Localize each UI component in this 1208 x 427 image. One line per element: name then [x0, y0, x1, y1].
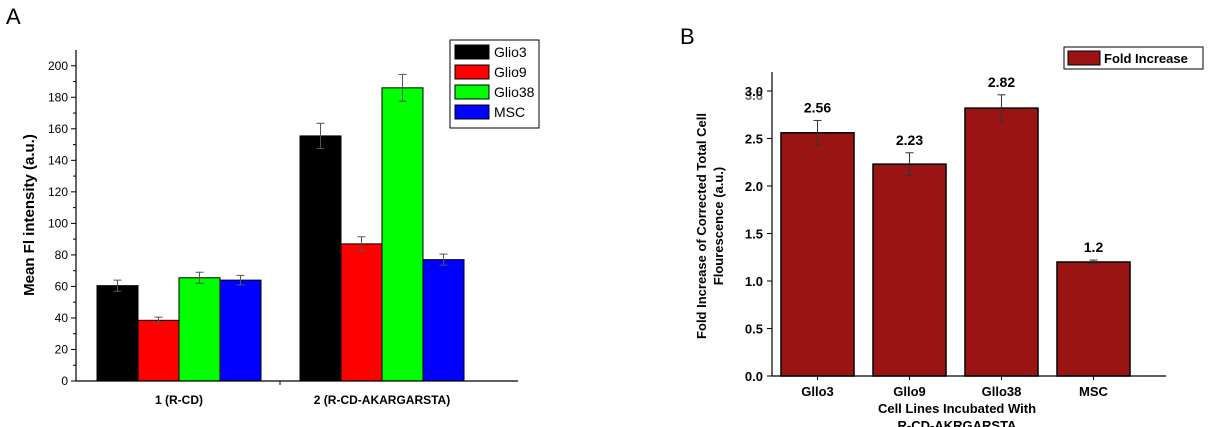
y-tick-label-2-0: 2.0	[745, 179, 763, 194]
bar-msc-1	[219, 279, 262, 382]
legend-label-msc: MSC	[494, 104, 525, 120]
chart-b-overlay-tick-label: 3.6	[745, 88, 763, 103]
y-tick-label-200: 200	[48, 59, 68, 73]
chart-a-y-axis-label: Mean Fl intensity (a.u.)	[21, 134, 38, 296]
data-label-msc: 1.2	[1084, 239, 1104, 255]
error-bar-glio38-1	[195, 271, 204, 284]
chart-b-x-ticks: Gllo3 Gllo9 Gllo38 MSC	[801, 376, 1109, 399]
chart-a-legend: Glio3 Glio9 Glio38 MSC	[449, 39, 540, 129]
x-tick-label-gllo38: Gllo38	[982, 384, 1022, 399]
bar-glio9-1	[137, 319, 180, 382]
x-tick-label-msc: MSC	[1079, 384, 1109, 399]
chart-b-y-axis-label-line2: Flourescence (a.u.)	[711, 167, 726, 285]
legend-label-glio3: Glio3	[494, 44, 527, 60]
y-tick-label-140: 140	[48, 153, 68, 167]
chart-b-y-ticks: 0.0 0.5 1.0 1.5 2.0 2.5 3.0	[745, 84, 772, 384]
chart-b-data-labels: 2.56 2.23 2.82 1.2	[804, 74, 1104, 255]
chart-b-x-axis-label-line2: R-CD-AKRGARSTA	[898, 418, 1018, 427]
legend-swatch-glio9	[454, 64, 490, 80]
error-bar-glio9-2	[357, 236, 366, 252]
legend-swatch-fold-increase	[1067, 50, 1101, 66]
y-tick-label-100: 100	[48, 216, 68, 230]
legend-swatch-glio38	[454, 84, 490, 100]
x-tick-label-gllo9: Gllo9	[893, 384, 926, 399]
bar-gllo3	[780, 132, 855, 377]
error-bar-msc	[1089, 259, 1098, 265]
y-tick-label-2-5: 2.5	[745, 132, 763, 147]
error-bar-glio3-2	[316, 122, 325, 150]
y-tick-label-1-5: 1.5	[745, 227, 763, 242]
chart-b-bars	[780, 107, 1131, 377]
chart-a-bars	[96, 87, 465, 382]
x-tick-label-2: 2 (R-CD-AKARGARSTA)	[314, 393, 450, 407]
chart-a-y-ticks: 0 20 40 60 80 100 120 140 160 180 200	[48, 59, 76, 388]
legend-swatch-glio3	[454, 44, 490, 60]
error-bar-gllo38	[997, 94, 1006, 122]
legend-label-glio9: Glio9	[494, 64, 527, 80]
y-tick-label-80: 80	[55, 248, 69, 262]
panel-b-label: B	[680, 24, 695, 49]
chart-a-error-bars	[113, 73, 448, 324]
chart-a: 0 20 40 60 80 100 120 140 160 180 200 1 (R-CD) 2 (R…	[21, 39, 540, 407]
bar-glio38-2	[381, 87, 424, 382]
chart-b-legend: Fold Increase	[1063, 46, 1204, 70]
bar-glio3-2	[299, 135, 342, 382]
y-tick-label-3-0: 3.0	[745, 84, 763, 99]
x-tick-label-1: 1 (R-CD)	[155, 393, 203, 407]
error-bar-gllo3	[813, 119, 822, 146]
error-bar-msc-1	[236, 274, 245, 286]
data-label-gllo3: 2.56	[804, 99, 831, 115]
bar-gllo38	[964, 107, 1039, 377]
y-tick-label-20: 20	[55, 342, 69, 356]
chart-b-error-bars	[813, 94, 1098, 265]
chart-a-x-ticks: 1 (R-CD) 2 (R-CD-AKARGARSTA)	[155, 381, 450, 407]
x-tick-label-gllo3: Gllo3	[801, 384, 834, 399]
y-tick-label-160: 160	[48, 122, 68, 136]
legend-label-fold-increase: Fold Increase	[1104, 51, 1188, 66]
y-tick-label-1-0: 1.0	[745, 274, 763, 289]
y-tick-label-60: 60	[55, 279, 69, 293]
bar-glio3-1	[96, 285, 139, 382]
y-tick-label-0: 0	[61, 374, 68, 388]
error-bar-gllo9	[905, 152, 914, 177]
y-tick-label-120: 120	[48, 185, 68, 199]
error-bar-glio3-1	[113, 279, 122, 292]
chart-b: 0.00.51.01.52.02.53.0 3.6 Gllo3 Gllo9 Gllo…	[694, 46, 1204, 427]
y-tick-label-40: 40	[55, 311, 69, 325]
error-bar-glio9-1	[154, 316, 163, 324]
panel-a-label: A	[6, 4, 21, 29]
legend-label-glio38: Glio38	[494, 84, 535, 100]
chart-b-y-axis-label-line1: Fold Increase of Corrected Total Cell	[694, 113, 709, 339]
bar-glio9-2	[340, 243, 383, 382]
data-label-gllo38: 2.82	[988, 74, 1015, 90]
error-bar-glio38-2	[398, 73, 407, 102]
y-tick-label-0-0: 0.0	[745, 369, 763, 384]
bar-glio38-1	[178, 277, 221, 382]
bar-msc	[1056, 261, 1131, 377]
bar-gllo9	[872, 163, 947, 377]
legend-swatch-msc	[454, 104, 490, 120]
chart-b-x-axis-label-line1: Cell Lines Incubated With	[878, 401, 1036, 416]
data-label-gllo9: 2.23	[896, 132, 923, 148]
error-bar-msc-2	[439, 253, 448, 266]
y-tick-label-0-5: 0.5	[745, 322, 763, 337]
y-tick-label-180: 180	[48, 90, 68, 104]
bar-msc-2	[422, 259, 465, 382]
